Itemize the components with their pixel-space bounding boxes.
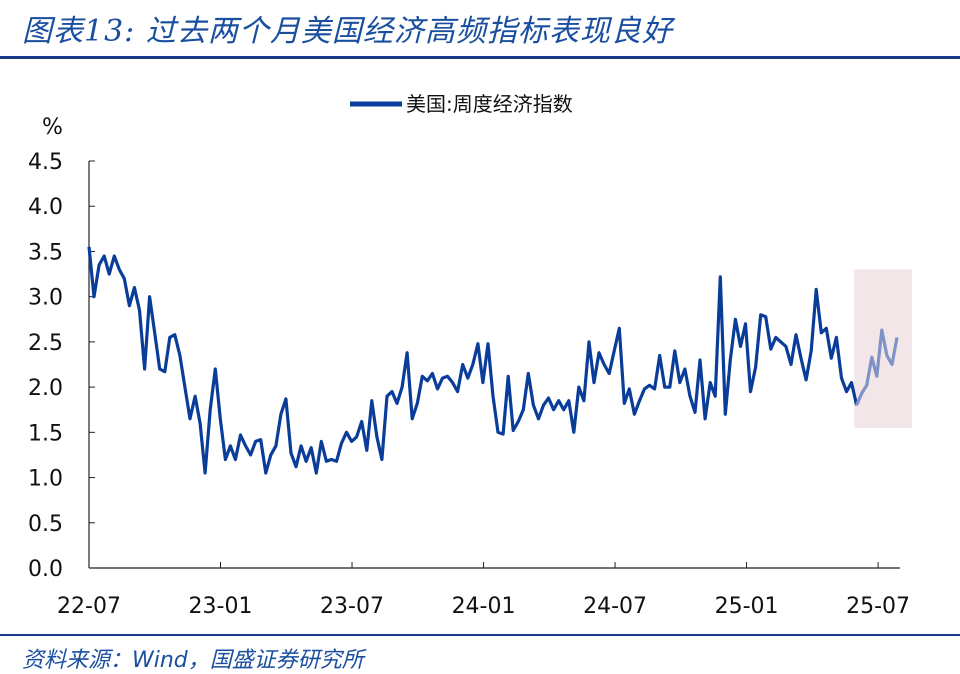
highlight-region xyxy=(854,269,912,428)
y-tick-label: 4.5 xyxy=(28,150,63,175)
x-tick-label: 23-01 xyxy=(189,594,253,619)
x-tick-label: 25-01 xyxy=(715,594,779,619)
axes xyxy=(88,160,900,569)
top-rule xyxy=(0,56,960,59)
x-tick-label: 23-07 xyxy=(320,594,384,619)
legend-label: 美国:周度经济指数 xyxy=(406,92,573,116)
source-note: 资料来源：Wind，国盛证券研究所 xyxy=(22,648,364,673)
series-lines xyxy=(87,246,899,475)
y-tick-label: 0.5 xyxy=(28,512,63,537)
y-tick-label: 3.5 xyxy=(28,240,63,265)
series-line-highlighted xyxy=(855,328,899,406)
tick-labels: 0.0 0.5 1.0 1.5 2.0 2.5 3.0 3.5 4.0 4.5 22-07 23-01… xyxy=(28,150,910,619)
legend: 美国:周度经济指数 xyxy=(350,92,573,116)
x-tick-label: 24-07 xyxy=(583,594,647,619)
series-line xyxy=(87,246,859,475)
y-tick-label: 4.0 xyxy=(28,195,63,220)
y-tick-label: 2.0 xyxy=(28,376,63,401)
y-tick-label: 1.0 xyxy=(28,467,63,492)
y-axis-label: % xyxy=(42,115,63,140)
bottom-rule xyxy=(0,634,960,636)
x-tick-label: 25-07 xyxy=(846,594,910,619)
x-tick-label: 22-07 xyxy=(57,594,121,619)
x-tick-label: 24-01 xyxy=(452,594,516,619)
y-tick-label: 2.5 xyxy=(28,331,63,356)
y-tick-label: 3.0 xyxy=(28,286,63,311)
y-tick-label: 1.5 xyxy=(28,421,63,446)
y-tick-label: 0.0 xyxy=(28,557,63,582)
page-title: 图表13: 过去两个月美国经济高频指标表现良好 xyxy=(22,14,673,49)
